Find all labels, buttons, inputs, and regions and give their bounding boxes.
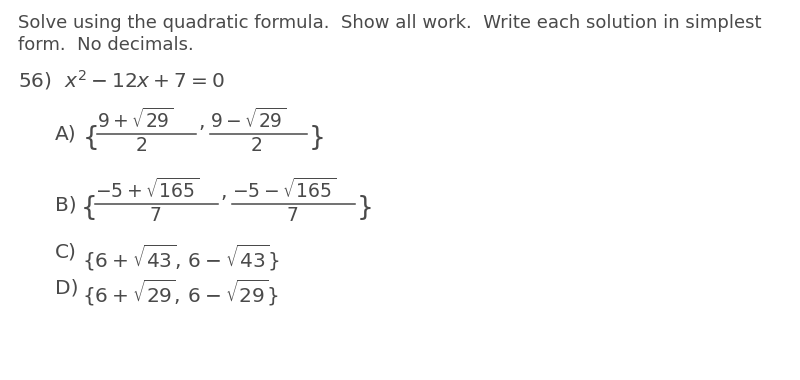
Text: $\{6 + \sqrt{29},\, 6 - \sqrt{29}\}$: $\{6 + \sqrt{29},\, 6 - \sqrt{29}\}$ [82,278,279,308]
Text: 56)  $x^2 - 12x + 7 = 0$: 56) $x^2 - 12x + 7 = 0$ [18,68,225,92]
Text: $\{$: $\{$ [82,123,98,152]
Text: ,: , [198,113,205,132]
Text: $9 + \sqrt{29}$: $9 + \sqrt{29}$ [97,108,173,132]
Text: Solve using the quadratic formula.  Show all work.  Write each solution in simpl: Solve using the quadratic formula. Show … [18,14,762,32]
Text: $\{$: $\{$ [80,193,95,222]
Text: $-5 + \sqrt{165}$: $-5 + \sqrt{165}$ [95,178,199,202]
Text: $9 - \sqrt{29}$: $9 - \sqrt{29}$ [210,108,286,132]
Text: B): B) [55,195,77,214]
Text: ,: , [220,183,226,202]
Text: D): D) [55,278,78,297]
Text: A): A) [55,125,77,144]
Text: 7: 7 [149,206,161,225]
Text: 2: 2 [136,136,148,155]
Text: $\}$: $\}$ [308,123,323,152]
Text: form.  No decimals.: form. No decimals. [18,36,194,54]
Text: 2: 2 [251,136,263,155]
Text: 7: 7 [286,206,298,225]
Text: $\{6 + \sqrt{43},\, 6 - \sqrt{43}\}$: $\{6 + \sqrt{43},\, 6 - \sqrt{43}\}$ [82,243,280,273]
Text: $\}$: $\}$ [356,193,371,222]
Text: $-5 - \sqrt{165}$: $-5 - \sqrt{165}$ [232,178,336,202]
Text: C): C) [55,243,77,262]
